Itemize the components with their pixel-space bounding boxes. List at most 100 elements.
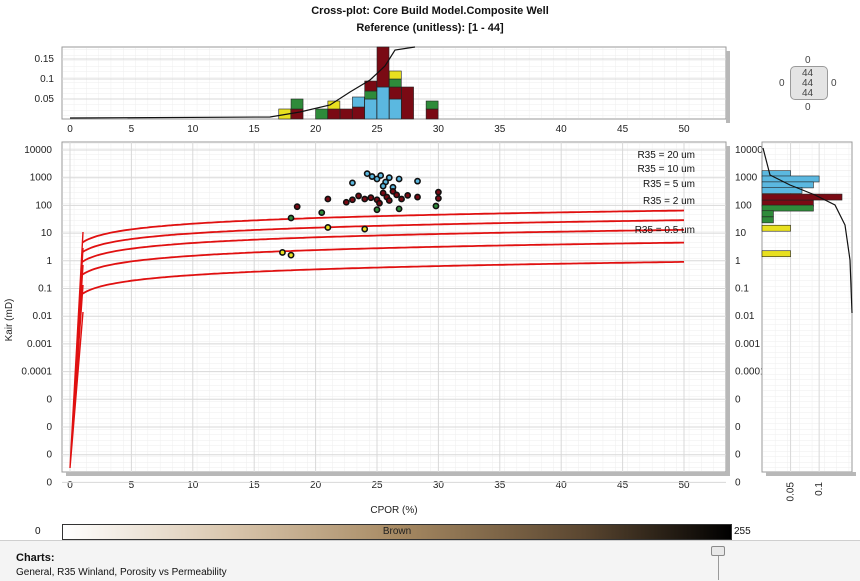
- top-hist-bar: [376, 46, 390, 88]
- right-hist-x-tick: 0.1: [814, 482, 825, 496]
- navigator-center-2: 44: [802, 78, 814, 89]
- data-point: [287, 251, 295, 259]
- top-hist-x-tick: 40: [556, 124, 568, 135]
- data-point: [377, 172, 385, 179]
- charts-panel-list: General, R35 Winland, Porosity vs Permea…: [16, 567, 227, 578]
- x-tick-label: 30: [433, 480, 445, 491]
- x-tick-label: 5: [129, 480, 135, 491]
- navigator-top-value: 0: [805, 55, 811, 66]
- slider-thumb[interactable]: [711, 546, 725, 556]
- right-hist-cumulative: [762, 147, 853, 314]
- top-hist-x-tick: 25: [371, 124, 383, 135]
- y-tick-label: 1000: [30, 173, 53, 184]
- colorbar-name: Brown: [382, 526, 412, 537]
- winland-curve-label: R35 = 5 um: [643, 179, 695, 190]
- winland-curve-label: R35 = 2 um: [643, 196, 695, 207]
- top-hist-bar: [425, 100, 439, 110]
- chart-title: Cross-plot: Core Build Model.Composite W…: [311, 5, 549, 17]
- y-tick-label: 100: [35, 200, 52, 211]
- chart-subtitle: Reference (unitless): [1 - 44]: [356, 22, 504, 34]
- right-y-tick-label: 0: [735, 394, 741, 405]
- data-point: [279, 249, 286, 256]
- right-y-tick-label: 1000: [735, 173, 758, 184]
- data-point: [355, 192, 362, 200]
- top-hist-x-tick: 5: [129, 124, 135, 135]
- right-hist-bar: [761, 210, 774, 218]
- navigator-center-button[interactable]: 44 44 44: [790, 66, 828, 100]
- data-point: [385, 174, 393, 182]
- right-y-tick-label: 0: [735, 450, 741, 461]
- top-hist-x-tick: 45: [617, 124, 629, 135]
- top-hist-bar: [388, 70, 402, 80]
- data-point: [395, 175, 403, 183]
- right-hist-bar: [761, 193, 843, 201]
- top-hist-bar: [290, 108, 304, 120]
- data-point: [395, 205, 403, 213]
- top-hist-bar: [339, 108, 353, 120]
- top-hist-x-tick: 20: [310, 124, 322, 135]
- data-point: [385, 197, 393, 204]
- top-hist-x-tick: 15: [249, 124, 261, 135]
- y-axis-label: Kair (mD): [4, 299, 15, 342]
- y-tick-label: 0.1: [38, 284, 52, 295]
- right-y-tick-label: 10000: [735, 145, 763, 156]
- data-point: [393, 191, 401, 199]
- right-hist-shadow: [766, 472, 856, 476]
- top-hist-bar: [364, 90, 378, 100]
- data-point: [361, 195, 369, 203]
- top-hist-bar: [352, 96, 365, 108]
- x-tick-label: 40: [556, 480, 568, 491]
- y-tick-label: 0: [46, 394, 52, 405]
- top-hist-bar: [327, 108, 341, 120]
- data-point: [367, 194, 375, 202]
- x-tick-label: 20: [310, 480, 322, 491]
- top-hist-bar: [315, 108, 328, 120]
- navigator-center-3: 44: [802, 88, 814, 99]
- x-tick-label: 45: [617, 480, 629, 491]
- right-y-tick-label: 0.001: [735, 339, 760, 350]
- colorbar[interactable]: Brown: [62, 524, 732, 540]
- data-point: [379, 189, 387, 197]
- top-hist-bar: [425, 108, 439, 120]
- winland-curve: [81, 241, 684, 276]
- winland-curve-label: R35 = 10 um: [637, 164, 695, 175]
- data-point: [363, 170, 371, 178]
- top-hist-bar: [364, 98, 378, 120]
- data-point: [373, 206, 381, 214]
- data-point: [293, 203, 301, 211]
- colorbar-max-label: 255: [734, 526, 751, 537]
- slider-track: [718, 550, 719, 580]
- right-hist-bar: [761, 216, 774, 224]
- data-point: [361, 225, 369, 233]
- top-hist-bar: [388, 86, 402, 100]
- data-point: [349, 196, 356, 204]
- top-hist-y-tick: 0.1: [40, 74, 54, 85]
- winland-curve: [81, 219, 684, 253]
- data-point: [434, 188, 442, 196]
- data-point: [324, 224, 332, 231]
- x-tick-label: 10: [187, 480, 199, 491]
- x-tick-label: 0: [67, 480, 73, 491]
- top-hist-bar: [290, 98, 304, 110]
- y-tick-label: 0.0001: [21, 367, 52, 378]
- right-y-tick-label: 0: [735, 477, 741, 488]
- winland-curve: [81, 228, 685, 263]
- x-tick-label: 15: [249, 480, 261, 491]
- right-hist-x-tick: 0.05: [786, 482, 797, 502]
- winland-curve-label: R35 = 0.5 um: [635, 225, 695, 236]
- top-hist-y-tick: 0.05: [35, 94, 55, 105]
- y-tick-label: 0: [46, 450, 52, 461]
- data-point: [414, 193, 421, 201]
- winland-curve-label: R35 = 20 um: [637, 150, 695, 161]
- right-y-tick-label: 0.1: [735, 284, 749, 295]
- top-hist-bar: [376, 86, 390, 120]
- top-hist-bar: [388, 98, 402, 120]
- data-point: [324, 195, 332, 203]
- right-y-tick-label: 0: [735, 422, 741, 433]
- y-tick-label: 0.01: [33, 311, 53, 322]
- y-tick-label: 0: [46, 477, 52, 488]
- plot-shadow-bottom: [66, 472, 730, 476]
- charts-panel-title: Charts:: [16, 552, 55, 564]
- top-hist-bar: [388, 78, 402, 88]
